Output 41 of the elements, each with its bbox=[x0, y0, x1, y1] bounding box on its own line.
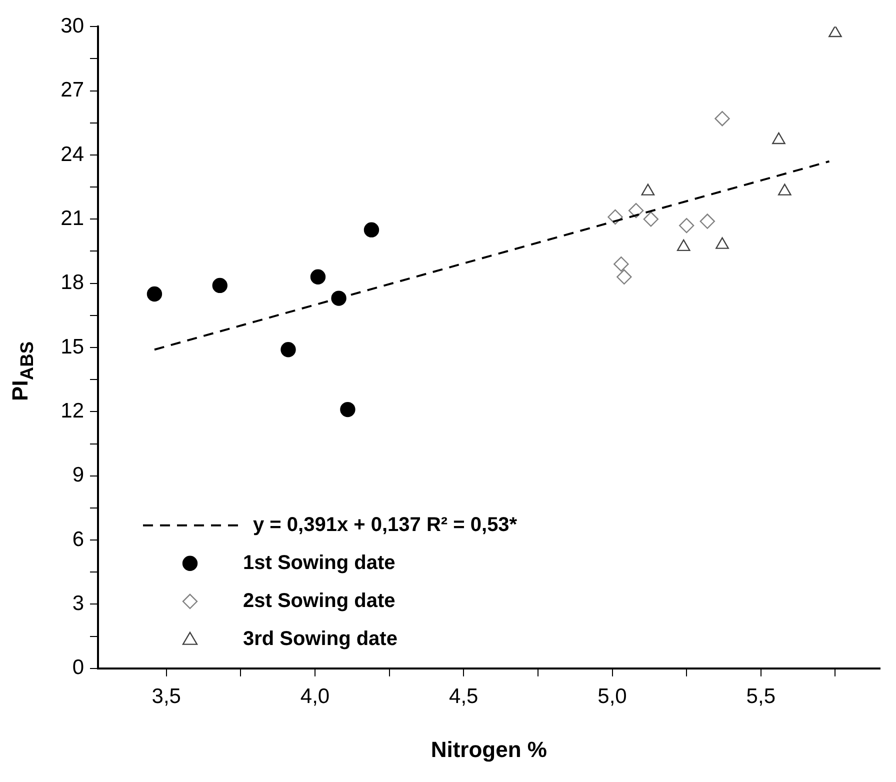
y-tick-label: 12 bbox=[60, 399, 84, 422]
point bbox=[280, 342, 296, 358]
point bbox=[643, 212, 659, 227]
point bbox=[331, 290, 346, 306]
y-tick-label: 24 bbox=[60, 142, 84, 166]
point bbox=[614, 256, 629, 272]
x-tick-label: 5,0 bbox=[598, 684, 627, 708]
y-tick-label: 3 bbox=[72, 592, 84, 616]
point bbox=[340, 402, 356, 418]
x-tick-label: 5,5 bbox=[746, 684, 776, 708]
point bbox=[714, 110, 730, 126]
point bbox=[828, 26, 842, 38]
x-tick-label: 4,5 bbox=[449, 684, 478, 708]
point bbox=[716, 237, 729, 249]
y-tick-label: 0 bbox=[72, 656, 84, 680]
x-tick-label: 3,5 bbox=[152, 684, 181, 708]
point bbox=[628, 202, 644, 218]
legend-label: y = 0,391x + 0,137 R² = 0,53* bbox=[253, 514, 518, 536]
point bbox=[146, 286, 162, 302]
point bbox=[641, 184, 655, 196]
point bbox=[778, 184, 792, 196]
x-axis-title: Nitrogen % bbox=[430, 736, 547, 762]
point bbox=[364, 222, 380, 238]
y-tick-label: 30 bbox=[60, 14, 84, 38]
point bbox=[700, 214, 715, 229]
point bbox=[212, 278, 228, 294]
point bbox=[616, 269, 632, 284]
y-tick-label: 15 bbox=[60, 335, 84, 358]
point bbox=[676, 239, 690, 252]
legend-label: 1st Sowing date bbox=[243, 552, 396, 574]
y-tick-label: 27 bbox=[60, 78, 84, 102]
y-tick-label: 18 bbox=[60, 271, 84, 294]
legend-label: 3rd Sowing date bbox=[243, 628, 398, 650]
y-tick-label: 9 bbox=[72, 464, 84, 487]
point bbox=[310, 269, 326, 284]
legend-label: 2st Sowing date bbox=[243, 590, 396, 612]
y-tick-label: 21 bbox=[60, 206, 84, 230]
y-tick-label: 6 bbox=[72, 528, 84, 551]
x-tick-label: 4,0 bbox=[300, 684, 330, 708]
point bbox=[772, 132, 786, 144]
point bbox=[678, 218, 694, 234]
